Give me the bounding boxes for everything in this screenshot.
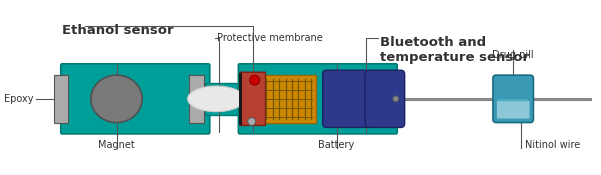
Circle shape (250, 75, 260, 85)
Ellipse shape (91, 75, 142, 122)
Circle shape (248, 118, 255, 125)
FancyBboxPatch shape (497, 101, 529, 119)
FancyBboxPatch shape (365, 70, 404, 127)
Text: Battery: Battery (319, 140, 355, 150)
Text: Ethanol sensor: Ethanol sensor (63, 24, 174, 37)
Ellipse shape (188, 86, 245, 112)
Bar (239, 73, 242, 124)
Text: Protective membrane: Protective membrane (217, 33, 323, 43)
FancyBboxPatch shape (323, 70, 368, 127)
FancyBboxPatch shape (240, 72, 266, 125)
Text: Nitinol wire: Nitinol wire (525, 140, 581, 150)
Bar (498, 99, 528, 102)
Text: Bluetooth and
temperature sensor: Bluetooth and temperature sensor (380, 36, 529, 64)
FancyBboxPatch shape (493, 75, 534, 122)
Bar (54, 75, 68, 122)
Text: Epoxy: Epoxy (4, 94, 34, 104)
Circle shape (393, 96, 398, 102)
FancyBboxPatch shape (61, 64, 210, 134)
Bar (261, 75, 316, 122)
Bar (189, 75, 204, 122)
Bar (206, 83, 243, 115)
Text: Magnet: Magnet (98, 140, 135, 150)
Text: Drug pill: Drug pill (492, 50, 534, 60)
FancyBboxPatch shape (239, 64, 397, 134)
